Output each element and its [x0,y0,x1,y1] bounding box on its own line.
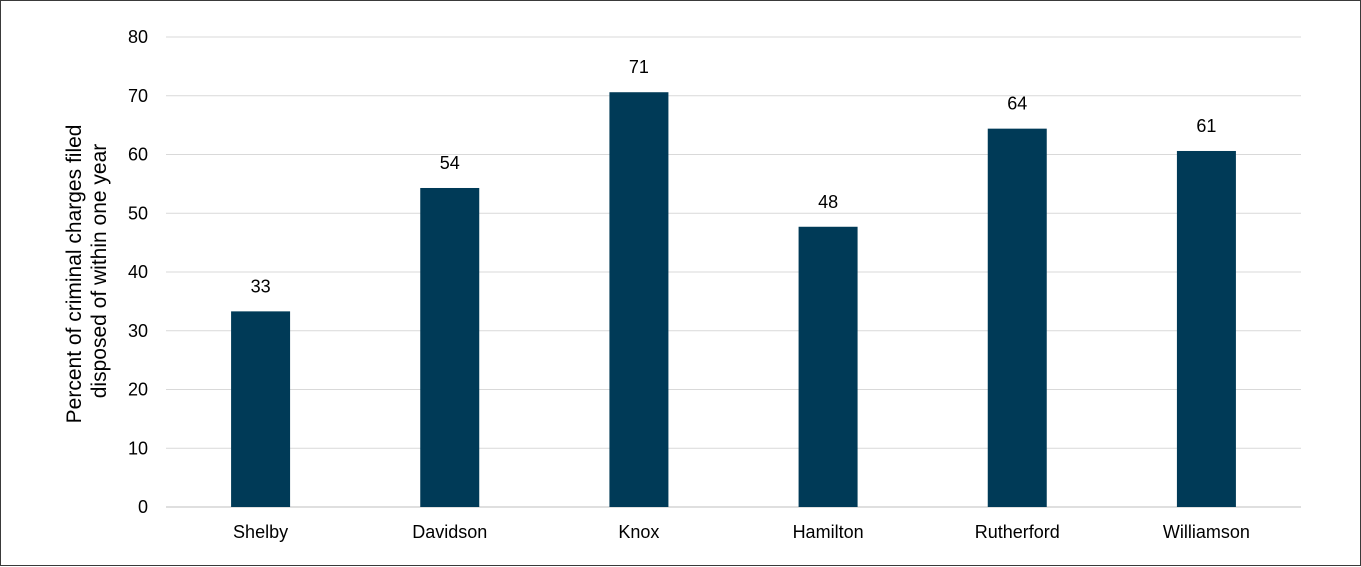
data-label-williamson: 61 [1196,116,1216,136]
category-label-shelby: Shelby [233,522,288,542]
y-axis-title: Percent of criminal charges filed dispos… [63,119,111,424]
bar-williamson [1176,150,1236,507]
bar-knox [609,92,669,507]
y-tick-label: 0 [138,497,148,517]
category-label-davidson: Davidson [412,522,487,542]
bars [231,92,1236,508]
bar-hamilton [798,226,858,507]
category-label-williamson: Williamson [1163,522,1250,542]
data-labels: 33 54 71 48 64 61 [251,57,1217,296]
y-tick-label: 10 [128,438,148,458]
data-label-rutherford: 64 [1007,94,1027,114]
y-tick-label: 60 [128,145,148,165]
data-label-shelby: 33 [251,276,271,296]
y-tick-label: 70 [128,86,148,106]
data-label-hamilton: 48 [818,192,838,212]
category-label-knox: Knox [618,522,659,542]
y-tick-label: 50 [128,203,148,223]
y-tick-label: 30 [128,321,148,341]
bar-shelby [231,311,291,507]
gridlines [166,36,1301,508]
bar-rutherford [987,128,1047,507]
data-label-knox: 71 [629,57,649,77]
y-tick-label: 40 [128,262,148,282]
bar-davidson [420,187,480,508]
data-label-davidson: 54 [440,153,460,173]
x-axis-categories: Shelby Davidson Knox Hamilton Rutherford Will… [233,522,1250,542]
y-axis-title-line-1: Percent of criminal charges filed [63,125,86,424]
category-label-hamilton: Hamilton [793,522,864,542]
category-label-rutherford: Rutherford [975,522,1060,542]
y-tick-label: 20 [128,380,148,400]
y-tick-label: 80 [128,27,148,47]
y-axis-title-line-2: disposed of within one year [88,144,111,399]
y-axis-ticks: 0 10 20 30 40 50 60 70 80 [128,27,148,517]
